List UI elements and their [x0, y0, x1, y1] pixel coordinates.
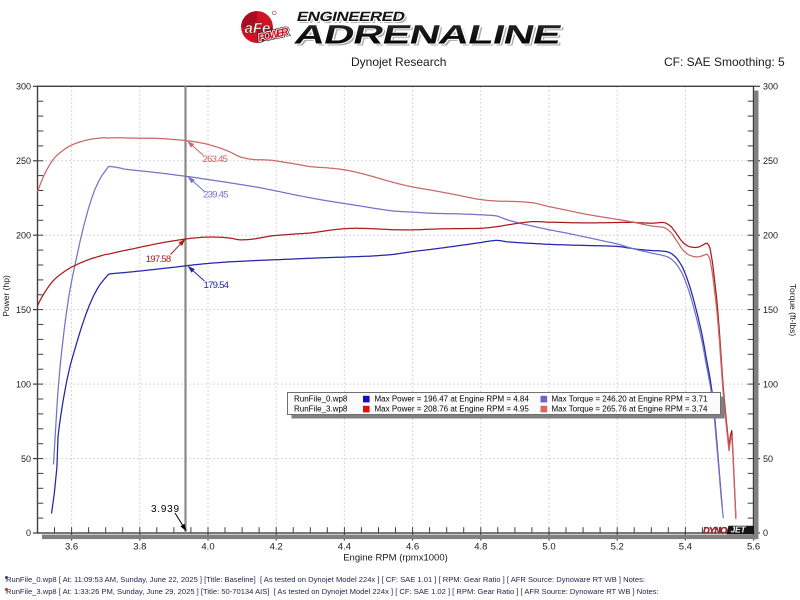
- svg-text:300: 300: [763, 82, 778, 92]
- svg-text:5.4: 5.4: [679, 542, 692, 553]
- svg-text:100: 100: [16, 379, 31, 389]
- svg-text:ENGINEERED: ENGINEERED: [295, 10, 407, 25]
- svg-text:4.2: 4.2: [270, 542, 283, 553]
- svg-text:4.0: 4.0: [201, 542, 214, 553]
- svg-text:263.45: 263.45: [203, 154, 229, 165]
- svg-text:DYNO: DYNO: [703, 526, 728, 536]
- svg-text:150: 150: [763, 305, 778, 315]
- svg-text:0: 0: [26, 528, 31, 538]
- svg-text:5.2: 5.2: [611, 542, 624, 553]
- svg-text:100: 100: [763, 379, 778, 389]
- svg-text:200: 200: [16, 230, 31, 240]
- svg-text:197.58: 197.58: [146, 254, 172, 265]
- svg-text:aFe: aFe: [245, 20, 271, 37]
- svg-text:Engine RPM (rpmx1000): Engine RPM (rpmx1000): [343, 553, 448, 564]
- svg-text:0: 0: [763, 528, 768, 538]
- svg-text:Max Power = 196.47 at Engine R: Max Power = 196.47 at Engine RPM = 4.84: [375, 395, 530, 404]
- svg-text:179.54: 179.54: [204, 280, 230, 291]
- svg-text:Max Torque = 246.20 at Engine: Max Torque = 246.20 at Engine RPM = 3.71: [552, 395, 709, 404]
- svg-text:239.45: 239.45: [203, 190, 229, 201]
- svg-text:Torque (ft-lbs): Torque (ft-lbs): [788, 284, 798, 337]
- svg-text:ENGINEERED: ENGINEERED: [297, 12, 409, 27]
- svg-text:ADRENALINE: ADRENALINE: [291, 20, 564, 49]
- svg-text:ADRENALINE: ADRENALINE: [294, 22, 567, 51]
- svg-text:50: 50: [21, 454, 31, 464]
- svg-text:3.939: 3.939: [151, 504, 179, 515]
- svg-text:5.0: 5.0: [542, 542, 555, 553]
- svg-text:JET: JET: [731, 525, 747, 535]
- svg-text:4.6: 4.6: [406, 542, 419, 553]
- svg-text:250: 250: [763, 156, 778, 166]
- svg-text:200: 200: [763, 230, 778, 240]
- svg-text:4.4: 4.4: [338, 542, 351, 553]
- svg-text:250: 250: [16, 156, 31, 166]
- svg-text:300: 300: [16, 82, 31, 92]
- svg-text:RunFile_3.wp8: RunFile_3.wp8: [294, 405, 348, 414]
- svg-text:4.8: 4.8: [474, 542, 487, 553]
- svg-text:3.6: 3.6: [65, 542, 78, 553]
- svg-text:3.8: 3.8: [133, 542, 146, 553]
- svg-text:150: 150: [16, 305, 31, 315]
- svg-text:Max Power = 208.76 at Engine R: Max Power = 208.76 at Engine RPM = 4.95: [375, 405, 530, 414]
- svg-text:RunFile_0.wp8: RunFile_0.wp8: [294, 395, 348, 404]
- svg-text:50: 50: [763, 454, 773, 464]
- svg-text:5.6: 5.6: [747, 542, 760, 553]
- svg-text:Max Torque = 265.76 at Engine: Max Torque = 265.76 at Engine RPM = 3.74: [552, 405, 709, 414]
- svg-text:Power (hp): Power (hp): [1, 275, 11, 317]
- svg-text:ADRENALINE: ADRENALINE: [291, 20, 564, 49]
- svg-text:ENGINEERED: ENGINEERED: [295, 10, 407, 25]
